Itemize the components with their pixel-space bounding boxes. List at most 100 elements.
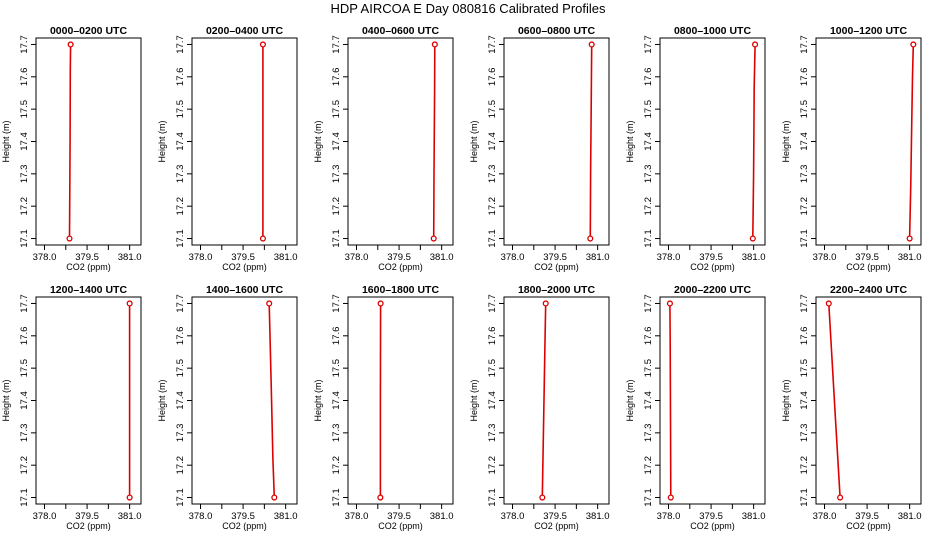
y-tick-label: 17.1 — [643, 488, 654, 507]
y-tick-label: 17.2 — [643, 197, 654, 216]
x-tick-label: 379.5 — [231, 511, 255, 522]
y-tick-label: 17.4 — [487, 391, 498, 410]
panel-1: 0000–0200 UTC 378.0 379.5 381.0 17.1 17.2 17.3… — [1, 25, 142, 272]
profile-endpoint — [266, 300, 273, 307]
plot-frame — [347, 37, 454, 246]
y-tick-label: 17.1 — [175, 229, 186, 248]
profile-endpoint — [588, 41, 595, 48]
y-tick-label: 17.4 — [643, 132, 654, 151]
profile-endpoint — [906, 235, 913, 242]
y-tick-label: 17.3 — [799, 424, 810, 443]
plot-frame — [503, 296, 610, 505]
x-tick-label: 379.5 — [543, 511, 567, 522]
x-tick-label: 378.0 — [813, 511, 837, 522]
profile-endpoint — [431, 41, 438, 48]
plot-frame — [659, 296, 766, 505]
x-tick-label: 381.0 — [274, 252, 298, 263]
panel-title: 0800–1000 UTC — [674, 25, 751, 37]
panel-10: 1800–2000 UTC 378.0 379.5 381.0 17.1 17.2 17.3… — [469, 284, 610, 531]
x-tick-label: 378.0 — [657, 511, 681, 522]
x-axis-label: CO2 (ppm) — [846, 521, 891, 531]
y-tick-label: 17.2 — [19, 197, 30, 216]
y-tick-label: 17.4 — [643, 391, 654, 410]
x-tick-label: 379.5 — [75, 252, 99, 263]
profile-line — [68, 44, 72, 239]
panel-title: 1800–2000 UTC — [518, 284, 595, 296]
x-tick-label: 379.5 — [543, 252, 567, 263]
profile-endpoint — [910, 41, 917, 48]
y-tick-label: 17.7 — [799, 35, 810, 54]
y-tick-label: 17.3 — [19, 165, 30, 184]
y-tick-label: 17.2 — [799, 456, 810, 475]
x-tick-label: 381.0 — [430, 252, 454, 263]
x-tick-label: 381.0 — [118, 511, 142, 522]
panel-4: 0600–0800 UTC 378.0 379.5 381.0 17.1 17.2 17.3… — [469, 25, 610, 272]
y-tick-label: 17.4 — [331, 391, 342, 410]
x-tick-label: 381.0 — [586, 511, 610, 522]
x-tick-label: 381.0 — [742, 252, 766, 263]
x-tick-label: 378.0 — [189, 511, 213, 522]
plot-frame — [191, 37, 298, 246]
y-tick-label: 17.5 — [19, 359, 30, 378]
y-tick-label: 17.6 — [331, 68, 342, 87]
x-axis-label: CO2 (ppm) — [690, 262, 735, 272]
plot-frame — [347, 296, 454, 505]
y-tick-label: 17.2 — [487, 197, 498, 216]
y-tick-label: 17.5 — [19, 100, 30, 119]
panel-title: 2000–2200 UTC — [674, 284, 751, 296]
y-tick-label: 17.6 — [175, 327, 186, 346]
x-axis-label: CO2 (ppm) — [66, 521, 111, 531]
panel-11: 2000–2200 UTC 378.0 379.5 381.0 17.1 17.2 17.3… — [625, 284, 766, 531]
panel-title: 1400–1600 UTC — [206, 284, 283, 296]
y-tick-label: 17.2 — [799, 197, 810, 216]
profile-endpoint — [377, 300, 384, 307]
y-tick-label: 17.4 — [799, 132, 810, 151]
y-tick-label: 17.3 — [331, 424, 342, 443]
plot-frame — [659, 37, 766, 246]
x-tick-label: 378.0 — [33, 511, 57, 522]
profile-endpoint — [752, 41, 759, 48]
x-tick-label: 378.0 — [345, 511, 369, 522]
x-tick-label: 378.0 — [657, 252, 681, 263]
y-tick-label: 17.1 — [799, 488, 810, 507]
profile-endpoint — [377, 494, 384, 501]
profile-endpoint — [259, 41, 266, 48]
y-tick-label: 17.2 — [643, 456, 654, 475]
x-tick-label: 378.0 — [345, 252, 369, 263]
profile-endpoint — [666, 300, 673, 307]
panel-title: 1200–1400 UTC — [50, 284, 127, 296]
y-tick-label: 17.2 — [19, 456, 30, 475]
y-tick-label: 17.6 — [19, 68, 30, 87]
y-tick-label: 17.4 — [487, 132, 498, 151]
y-axis-label: Height (m) — [781, 120, 791, 162]
panel-title: 0200–0400 UTC — [206, 25, 283, 37]
x-axis-label: CO2 (ppm) — [846, 262, 891, 272]
y-tick-label: 17.1 — [175, 488, 186, 507]
x-tick-label: 379.5 — [387, 252, 411, 263]
profile-endpoint — [271, 494, 278, 501]
profile-endpoint — [825, 300, 832, 307]
y-tick-label: 17.5 — [331, 359, 342, 378]
x-tick-label: 378.0 — [813, 252, 837, 263]
profile-line — [589, 44, 593, 239]
y-tick-label: 17.6 — [799, 68, 810, 87]
y-axis-label: Height (m) — [469, 379, 479, 421]
y-tick-label: 17.1 — [331, 488, 342, 507]
y-tick-label: 17.3 — [487, 165, 498, 184]
x-tick-label: 378.0 — [189, 252, 213, 263]
y-tick-label: 17.4 — [19, 391, 30, 410]
plot-frame — [35, 296, 142, 505]
x-tick-label: 378.0 — [501, 252, 525, 263]
profile-endpoint — [67, 41, 74, 48]
panel-title: 0600–0800 UTC — [518, 25, 595, 37]
y-tick-label: 17.4 — [175, 391, 186, 410]
y-tick-label: 17.6 — [487, 327, 498, 346]
y-tick-label: 17.7 — [331, 35, 342, 54]
y-tick-label: 17.6 — [643, 68, 654, 87]
y-tick-label: 17.7 — [331, 294, 342, 313]
panel-title: 1600–1800 UTC — [362, 284, 439, 296]
x-axis-label: CO2 (ppm) — [222, 262, 267, 272]
profile-endpoint — [667, 494, 674, 501]
y-tick-label: 17.1 — [487, 488, 498, 507]
y-tick-label: 17.1 — [799, 229, 810, 248]
